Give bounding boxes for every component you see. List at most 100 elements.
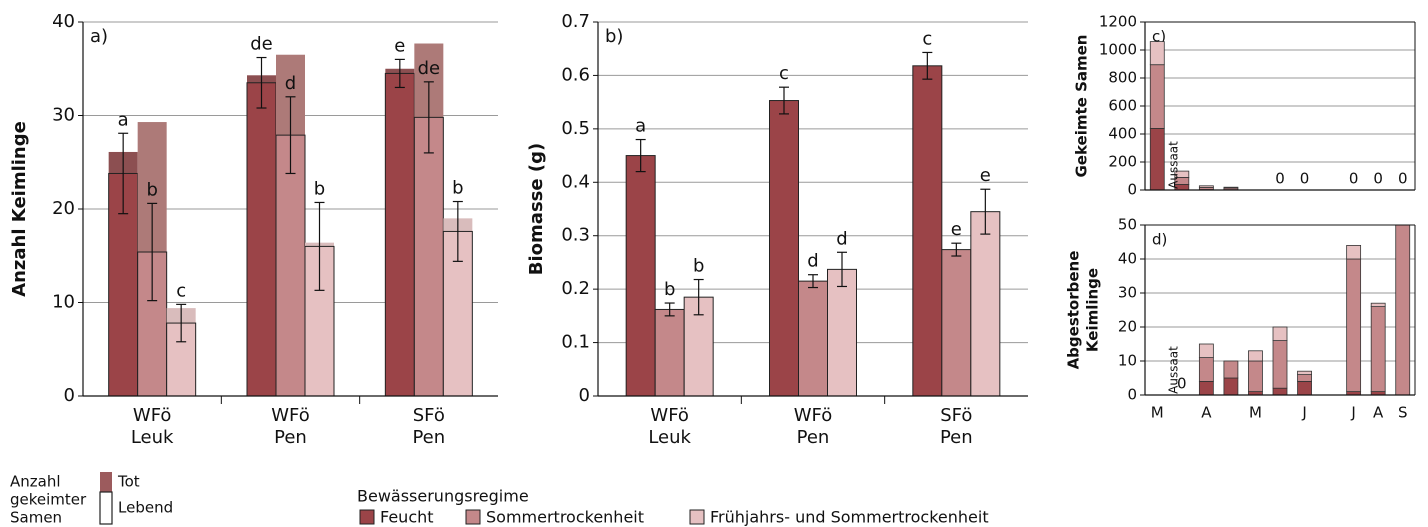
significance-letter: b xyxy=(146,179,157,200)
total-label: 0 xyxy=(1275,170,1285,188)
bar xyxy=(625,155,656,397)
bar-segment xyxy=(1149,127,1165,191)
bar-segment xyxy=(1198,357,1214,382)
bar xyxy=(941,249,972,397)
bar-segment xyxy=(1198,380,1214,396)
y-tick-label: 800 xyxy=(1108,69,1137,87)
significance-letter: e xyxy=(980,165,991,186)
x-tick-label: Pen xyxy=(274,427,307,448)
y-tick-label: 0.2 xyxy=(561,278,590,299)
legend-label: Frühjahrs- und Sommertrockenheit xyxy=(710,508,989,527)
y-axis-label: Gekeimte Samen xyxy=(1073,35,1091,178)
bar-segment xyxy=(1370,302,1386,308)
x-tick-label: SFö xyxy=(413,405,445,426)
y-tick-label: 0.7 xyxy=(561,11,590,32)
bar-segment xyxy=(1248,360,1263,393)
significance-letter: e xyxy=(951,219,962,240)
bar xyxy=(413,116,444,397)
panel-label: d) xyxy=(1152,231,1167,249)
x-tick-label: WFö xyxy=(650,405,689,426)
bar xyxy=(912,65,943,397)
bar-segment xyxy=(1272,340,1288,389)
significance-letter: a xyxy=(635,116,646,137)
y-tick-label: 10 xyxy=(52,292,75,313)
bar xyxy=(654,308,685,397)
bar-segment xyxy=(1223,360,1239,379)
legend-label: Tot xyxy=(117,473,140,491)
x-tick-label: A xyxy=(1373,404,1384,422)
bar xyxy=(970,211,1001,397)
legend-title: Bewässerungsregime xyxy=(357,487,529,506)
y-tick-label: 0 xyxy=(1127,386,1137,404)
bar-segment xyxy=(1272,326,1288,342)
bar xyxy=(827,268,857,397)
y-tick-label: 30 xyxy=(1118,284,1137,302)
bar-segment xyxy=(1198,185,1214,188)
significance-letter: d xyxy=(807,251,818,272)
total-label: 0 xyxy=(1177,375,1187,393)
significance-letter: b xyxy=(664,279,675,300)
total-label: 0 xyxy=(1373,170,1383,188)
y-tick-label: 0 xyxy=(579,385,590,406)
significance-letter: b xyxy=(693,256,704,277)
significance-letter: d xyxy=(285,73,296,94)
legend-label: Lebend xyxy=(118,499,173,517)
significance-letter: c xyxy=(922,28,932,49)
y-tick-label: 20 xyxy=(1118,318,1137,336)
significance-letter: b xyxy=(452,178,463,199)
y-axis-label: Abgestorbene xyxy=(1065,251,1083,370)
bar xyxy=(769,100,799,397)
x-tick-label: M xyxy=(1151,404,1164,422)
y-tick-label: 20 xyxy=(52,198,75,219)
bar-segment xyxy=(1346,244,1362,260)
bar-segment xyxy=(1297,380,1312,396)
x-tick-label: Leuk xyxy=(131,427,174,448)
y-tick-label: 40 xyxy=(52,11,75,32)
bar-segment xyxy=(1149,41,1165,66)
x-tick-label: WFö xyxy=(794,405,833,426)
panel-label: c) xyxy=(1152,28,1166,46)
significance-letter: de xyxy=(250,34,273,55)
bar xyxy=(246,82,277,397)
y-tick-label: 400 xyxy=(1108,125,1137,143)
y-tick-label: 1200 xyxy=(1099,13,1137,31)
significance-letter: e xyxy=(394,35,405,56)
bar-segment xyxy=(1346,258,1362,393)
x-tick-label: A xyxy=(1201,404,1212,422)
significance-letter: b xyxy=(314,178,325,199)
annotation: Aussaat xyxy=(1167,346,1181,394)
y-tick-label: 200 xyxy=(1108,153,1137,171)
panel-label: b) xyxy=(605,26,623,47)
legend-swatch xyxy=(689,509,705,525)
bar-segment xyxy=(1297,370,1312,376)
y-tick-label: 0.4 xyxy=(561,171,590,192)
bar-segment xyxy=(1223,377,1239,396)
legend-title: gekeimter xyxy=(10,491,87,509)
bar xyxy=(275,134,306,397)
bar xyxy=(798,280,828,397)
bar-segment xyxy=(1370,306,1386,393)
y-tick-label: 0.6 xyxy=(561,64,590,85)
y-tick-label: 0 xyxy=(64,385,75,406)
x-tick-label: J xyxy=(1350,404,1355,422)
significance-letter: de xyxy=(418,58,441,79)
annotation: Aussaat xyxy=(1167,141,1181,189)
x-tick-label: S xyxy=(1398,404,1408,422)
x-tick-label: SFö xyxy=(940,405,972,426)
y-tick-label: 0.1 xyxy=(561,332,590,353)
y-tick-label: 40 xyxy=(1118,250,1137,268)
y-tick-label: 1000 xyxy=(1099,41,1137,59)
panel-label: a) xyxy=(90,26,108,47)
y-tick-label: 600 xyxy=(1108,97,1137,115)
y-axis-label: Anzahl Keimlinge xyxy=(9,121,30,297)
y-tick-label: 10 xyxy=(1118,352,1137,370)
y-tick-label: 0.5 xyxy=(561,118,590,139)
bar-segment xyxy=(1198,343,1214,359)
legend-label: Feucht xyxy=(380,508,434,527)
y-tick-label: 30 xyxy=(52,105,75,126)
significance-letter: a xyxy=(118,109,129,130)
significance-letter: c xyxy=(176,280,186,301)
legend-swatch xyxy=(100,472,112,492)
total-label: 0 xyxy=(1300,170,1310,188)
